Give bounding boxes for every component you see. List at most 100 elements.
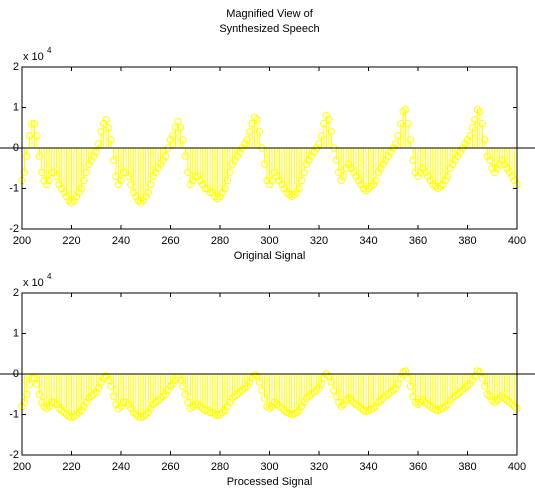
stem-marker xyxy=(253,115,261,124)
stem-marker xyxy=(498,392,506,400)
x-tick-label: 380 xyxy=(458,461,476,473)
stem-marker xyxy=(377,164,385,172)
y-tick-label: -2 xyxy=(9,223,19,235)
stem-marker xyxy=(28,120,36,128)
stem-marker xyxy=(288,192,296,201)
stem-marker xyxy=(218,188,227,197)
stem-marker xyxy=(280,184,289,193)
stem-marker xyxy=(201,184,209,193)
stem-marker xyxy=(40,402,48,411)
stem-marker xyxy=(495,394,504,402)
stem-marker xyxy=(453,390,462,398)
stem-marker xyxy=(347,396,355,405)
stem-marker xyxy=(129,188,138,197)
stem-marker xyxy=(416,398,425,407)
stem-marker xyxy=(92,148,100,156)
stem-marker xyxy=(203,184,212,193)
stem-marker xyxy=(97,378,105,386)
stem-marker xyxy=(114,404,123,413)
stem-marker xyxy=(216,192,224,201)
stem-marker xyxy=(317,380,326,388)
stem-marker xyxy=(107,382,115,390)
stem-marker xyxy=(456,148,464,156)
stem-marker xyxy=(337,402,345,411)
stem-marker xyxy=(285,190,293,199)
stem-marker xyxy=(92,388,100,396)
stem-marker xyxy=(275,176,284,185)
stem-marker xyxy=(409,156,417,164)
stem-marker xyxy=(179,136,187,144)
stem-marker xyxy=(332,392,341,400)
stem-marker xyxy=(342,396,350,405)
stem-marker xyxy=(320,374,328,382)
stem-marker xyxy=(72,192,81,201)
stem-marker xyxy=(503,164,511,172)
stem-marker xyxy=(446,396,454,405)
stem-marker xyxy=(315,140,323,148)
stem-marker xyxy=(295,184,303,193)
stem-marker xyxy=(124,400,133,409)
y-multiplier-exponent: 4 xyxy=(47,46,52,55)
stem-marker xyxy=(352,400,360,409)
stem-marker xyxy=(184,398,192,407)
stem-marker xyxy=(179,382,187,390)
stem-marker xyxy=(104,124,113,132)
stem-marker xyxy=(119,168,128,177)
stem-marker xyxy=(275,402,284,411)
stem-marker xyxy=(149,400,157,409)
stem-marker xyxy=(174,117,182,126)
stem-marker xyxy=(55,180,63,189)
stem-marker xyxy=(60,408,68,417)
x-tick-label: 280 xyxy=(211,235,229,247)
stem-marker xyxy=(218,408,227,417)
stem-marker xyxy=(434,184,442,193)
stem-marker xyxy=(431,182,440,191)
stem-marker xyxy=(248,120,256,128)
stem-marker xyxy=(189,402,197,411)
stem-marker xyxy=(335,168,343,177)
stem-marker xyxy=(186,404,195,413)
stem-marker xyxy=(156,160,165,168)
stem-marker xyxy=(38,398,46,407)
stem-marker xyxy=(359,184,368,193)
stem-marker xyxy=(481,382,489,390)
x-tick-label: 240 xyxy=(112,461,130,473)
stem-marker xyxy=(406,382,415,390)
stem-marker xyxy=(206,408,214,417)
stem-marker xyxy=(144,408,152,417)
stem-marker xyxy=(392,384,400,392)
stem-marker xyxy=(310,388,318,396)
stem-marker xyxy=(387,388,395,396)
stem-marker xyxy=(414,400,422,409)
x-tick-label: 400 xyxy=(508,461,526,473)
stem-marker xyxy=(451,156,459,164)
stem-marker xyxy=(476,368,484,376)
stem-marker xyxy=(302,160,311,168)
stems xyxy=(18,367,521,422)
stem-marker xyxy=(300,398,308,407)
stem-marker xyxy=(241,384,249,392)
stem-marker xyxy=(161,152,170,160)
stem-marker xyxy=(505,168,514,177)
stem-marker xyxy=(82,168,91,177)
stem-marker xyxy=(132,192,140,201)
stem-marker xyxy=(315,384,323,392)
stem-marker xyxy=(473,105,482,114)
stem-marker xyxy=(57,184,66,193)
stem-marker xyxy=(419,396,427,405)
stem-marker xyxy=(349,398,358,407)
stem-marker xyxy=(189,176,197,185)
stem-marker xyxy=(87,392,96,400)
stem-marker xyxy=(236,148,244,156)
stem-marker xyxy=(461,384,469,392)
stem-marker xyxy=(312,386,321,394)
stem-marker xyxy=(223,176,232,185)
stem-marker xyxy=(411,168,420,177)
stem-marker xyxy=(65,196,73,205)
stem-marker xyxy=(483,152,491,160)
x-axis-label: Original Signal xyxy=(234,250,306,262)
y-tick-label: 1 xyxy=(13,101,19,113)
stem-marker xyxy=(451,392,459,400)
stem-marker xyxy=(82,398,91,407)
stem-marker xyxy=(394,380,402,388)
